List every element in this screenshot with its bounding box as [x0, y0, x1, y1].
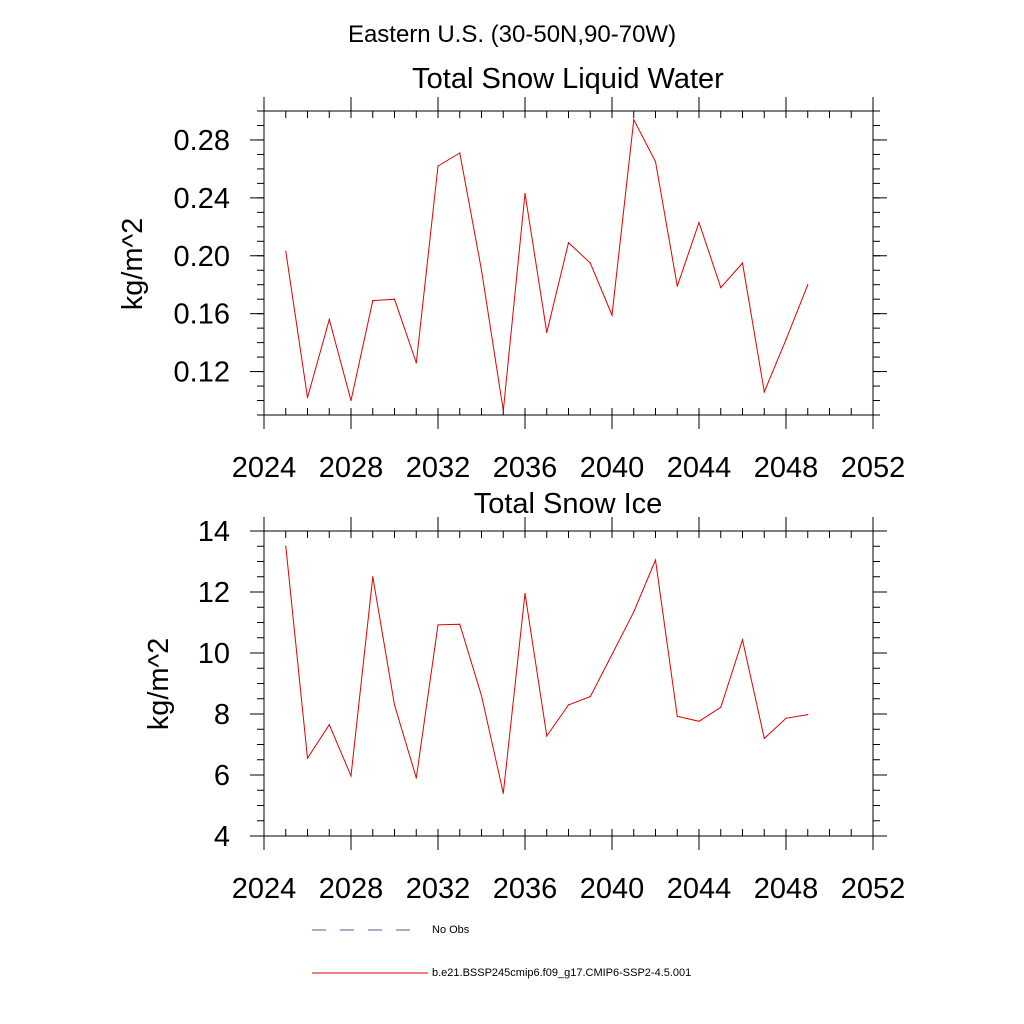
panel-snow-liquid-water: Total Snow Liquid Water kg/m^2 2024 2028 2… [117, 63, 905, 484]
x-tick-label: 2024 [232, 452, 297, 484]
x-tick-label: 2028 [319, 873, 384, 905]
legend: No Obs b.e21.BSSP245cmip6.f09_g17.CMIP6-… [312, 924, 691, 979]
data-point [720, 287, 722, 289]
data-point [654, 161, 657, 163]
data-point [546, 331, 548, 334]
data-point [807, 714, 809, 716]
panel-title: Total Snow Liquid Water [412, 63, 724, 95]
data-point [372, 576, 374, 578]
series-line [285, 546, 808, 794]
y-tick-label: 8 [214, 699, 230, 731]
y-tick-label: 0.28 [174, 125, 230, 157]
plot-frame [263, 530, 874, 837]
data-point [524, 192, 526, 195]
y-tick-label: 0.24 [174, 183, 230, 215]
x-tick-label: 2048 [754, 873, 819, 905]
y-tick-label: 12 [198, 577, 230, 609]
data-point [328, 318, 330, 321]
data-point [633, 119, 635, 121]
x-tick-label: 2040 [580, 452, 645, 484]
data-point [611, 314, 613, 316]
data-point [741, 639, 744, 641]
data-point [698, 221, 700, 224]
data-point [763, 391, 765, 393]
data-point [741, 262, 744, 264]
x-tick-label: 2024 [232, 873, 297, 905]
data-point [785, 717, 787, 719]
data-point [807, 284, 809, 286]
data-point [415, 362, 417, 364]
data-point [459, 623, 461, 625]
data-point [611, 653, 613, 656]
data-point [415, 777, 417, 779]
x-tick-label: 2048 [754, 452, 819, 484]
panel-title: Total Snow Ice [474, 488, 663, 520]
plot-frame [263, 110, 874, 416]
x-tick-label: 2040 [580, 873, 645, 905]
plot-area: 2024 2028 2032 2036 2040 2044 2048 2052 4 6 8 10 12 1… [198, 516, 906, 905]
y-tick-label: 10 [198, 638, 230, 670]
x-tick-label: 2032 [406, 873, 471, 905]
x-tick-label: 2052 [841, 873, 906, 905]
data-point [480, 695, 483, 697]
data-point [350, 399, 352, 402]
y-axis-label: kg/m^2 [117, 218, 149, 311]
data-point [502, 792, 504, 794]
data-point [633, 611, 635, 613]
data-point [720, 706, 722, 708]
data-point [589, 262, 591, 264]
y-tick-label: 6 [214, 760, 230, 792]
panel-snow-ice: Total Snow Ice kg/m^2 2024 2028 2032 2036 20… [143, 488, 905, 905]
plot-area: 2024 2028 2032 2036 2040 2044 2048 2052 0.12 0.16… [174, 97, 906, 484]
x-tick-label: 2044 [667, 873, 732, 905]
data-point [285, 545, 287, 547]
data-point [546, 735, 548, 737]
x-tick-label: 2044 [667, 452, 732, 484]
series-line [285, 118, 809, 411]
figure-suptitle: Eastern U.S. (30-50N,90-70W) [348, 21, 676, 48]
y-tick-label: 0.16 [174, 299, 230, 331]
data-point [589, 696, 591, 698]
data-point [524, 592, 526, 595]
x-tick-label: 2032 [406, 452, 471, 484]
y-axis-label: kg/m^2 [143, 638, 175, 731]
y-tick-label: 14 [198, 516, 230, 548]
y-tick-label: 0.20 [174, 241, 230, 273]
data-point [437, 165, 439, 167]
y-tick-label: 4 [214, 821, 230, 853]
data-point [285, 250, 287, 253]
data-point [676, 715, 678, 718]
legend-label-model-run: b.e21.BSSP245cmip6.f09_g17.CMIP6-SSP2-4.… [432, 967, 691, 979]
data-point [350, 775, 352, 777]
data-point [763, 737, 765, 740]
data-point [698, 720, 700, 722]
data-point [459, 152, 461, 154]
data-point [306, 397, 309, 399]
data-point [437, 624, 439, 626]
x-tick-label: 2052 [841, 452, 906, 484]
data-point [480, 269, 483, 271]
data-point [785, 339, 787, 341]
legend-label-no-obs: No Obs [432, 924, 470, 936]
x-tick-label: 2028 [319, 452, 384, 484]
data-point [393, 298, 396, 300]
data-point [567, 242, 570, 244]
data-point [306, 757, 309, 759]
data-point [372, 300, 374, 302]
data-point [567, 704, 570, 706]
y-tick-label: 0.12 [174, 357, 230, 389]
data-point [654, 559, 657, 561]
x-tick-label: 2036 [493, 873, 558, 905]
data-point [502, 410, 504, 412]
data-point [676, 285, 678, 287]
data-point [393, 704, 396, 706]
x-tick-label: 2036 [493, 452, 558, 484]
data-point [328, 724, 330, 726]
